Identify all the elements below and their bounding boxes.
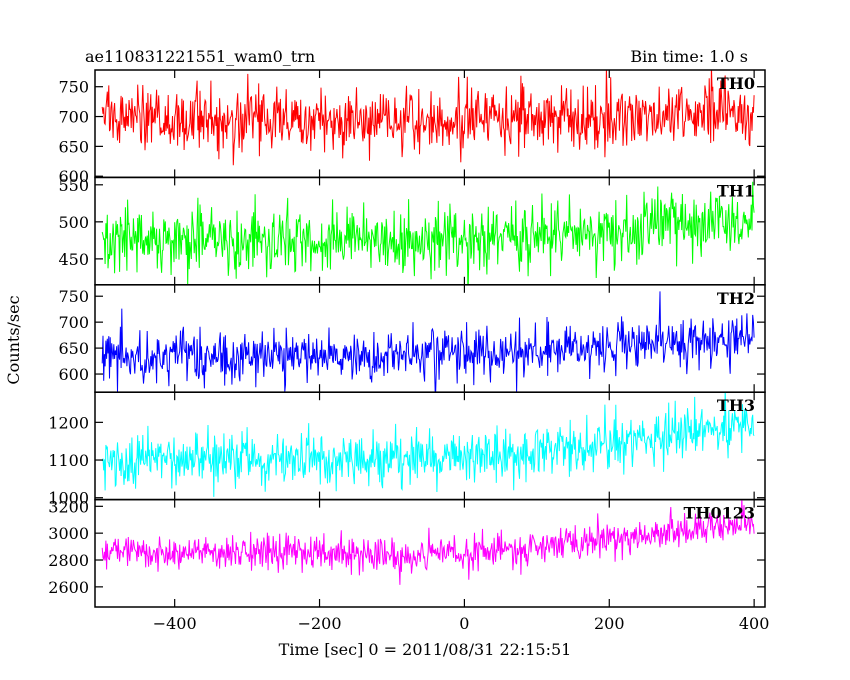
- x-tick-label: −200: [298, 614, 342, 633]
- bin-time-label: Bin time: 1.0 s: [630, 47, 748, 66]
- series-line-th0123: [101, 499, 755, 585]
- x-tick-label: −400: [153, 614, 197, 633]
- series-label-th2: TH2: [717, 289, 755, 308]
- series-label-th0123: TH0123: [683, 504, 755, 523]
- x-axis-label: Time [sec] 0 = 2011/08/31 22:15:51: [279, 640, 572, 659]
- x-tick-label: 0: [459, 614, 469, 633]
- y-tick-label: 1000: [48, 489, 89, 508]
- y-tick-label: 700: [58, 313, 89, 332]
- series-label-th1: TH1: [717, 181, 755, 200]
- x-tick-label: 200: [594, 614, 625, 633]
- panels-group: 600 650 700 750 TH0 450 500 550 TH1 600 650 700 750 T…: [48, 69, 766, 608]
- x-tick-label: 400: [739, 614, 770, 633]
- y-tick-label: 1200: [48, 413, 89, 432]
- series-line-th1: [101, 181, 755, 285]
- series-label-th3: TH3: [717, 396, 755, 415]
- y-tick-label: 3200: [48, 497, 89, 516]
- y-tick-label: 600: [58, 167, 89, 186]
- y-tick-label: 2800: [48, 551, 89, 570]
- series-line-th2: [101, 291, 755, 393]
- y-tick-label: 500: [58, 213, 89, 232]
- panel-frame: [94, 498, 766, 608]
- series-label-th0: TH0: [717, 74, 755, 93]
- chart-title: ae110831221551_wam0_trn: [85, 47, 315, 66]
- y-tick-label: 750: [58, 78, 89, 97]
- y-tick-label: 650: [58, 137, 89, 156]
- y-tick-label: 3000: [48, 524, 89, 543]
- series-line-th0: [101, 70, 755, 166]
- y-tick-label: 650: [58, 339, 89, 358]
- y-tick-label: 700: [58, 108, 89, 127]
- y-tick-label: 750: [58, 287, 89, 306]
- x-axis: −400 −200 0 200 400: [153, 70, 770, 633]
- panel-frame: [94, 284, 766, 393]
- series-line-th3: [101, 392, 755, 497]
- panel-frame: [94, 176, 766, 286]
- y-tick-label: 2600: [48, 578, 89, 597]
- y-tick-label: 450: [58, 250, 89, 269]
- y-tick-label: 550: [58, 176, 89, 195]
- y-axis-label: Counts/sec: [4, 295, 23, 384]
- y-tick-label: 600: [58, 365, 89, 384]
- y-tick-label: 1100: [48, 451, 89, 470]
